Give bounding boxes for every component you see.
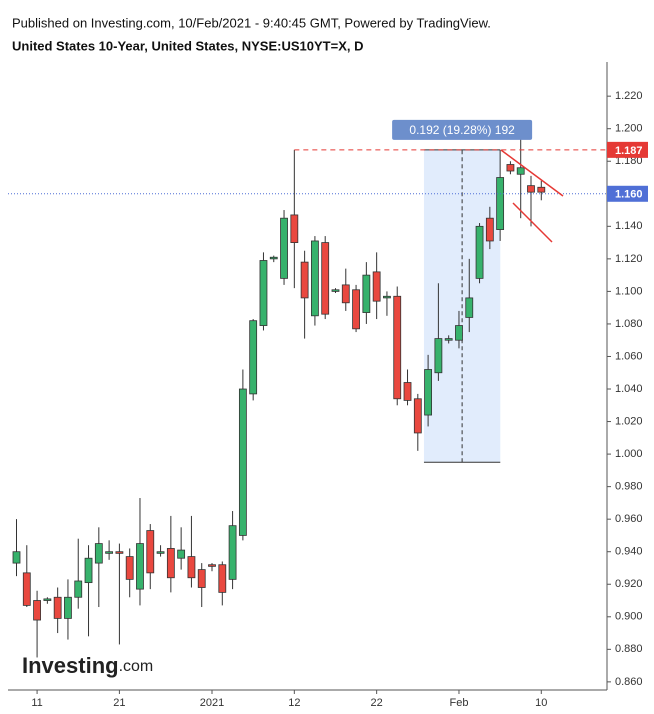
candle-body	[475, 225, 484, 279]
x-tick-label: 10	[535, 697, 547, 709]
candle-body	[64, 596, 72, 619]
logo-suffix: .com	[119, 658, 154, 675]
measure-label-box	[392, 119, 533, 140]
candle-body	[321, 242, 330, 315]
y-tick-label: 1.180	[615, 155, 643, 167]
candle-body	[496, 177, 505, 230]
candle-body	[156, 551, 165, 554]
candle-body	[444, 338, 453, 341]
y-tick-label: 1.100	[615, 285, 643, 297]
y-tick-label: 0.960	[615, 513, 643, 525]
candle-body	[228, 525, 237, 580]
plot: 0.860 0.880 0.900 0.920 0.940 0.960 0.980 1.000…	[8, 90, 648, 709]
x-tick-label: Feb	[449, 697, 468, 709]
price-label: 1.187	[615, 145, 643, 157]
candle-body	[208, 564, 216, 567]
x-tick-label: 21	[113, 697, 125, 709]
candle-body	[311, 240, 319, 317]
chart-title: United States 10-Year, United States, NY…	[12, 38, 363, 53]
candle-body	[136, 543, 144, 590]
measure-label: 0.192 (19.28%) 192	[409, 123, 515, 137]
candle-body	[352, 289, 360, 330]
candle-body	[362, 274, 371, 313]
candle-body	[372, 271, 381, 302]
candle-body	[527, 185, 535, 193]
x-tick-label: 2021	[200, 697, 224, 709]
candle-body	[455, 325, 463, 341]
candle-body	[125, 556, 134, 580]
y-tick-label: 1.020	[615, 415, 643, 427]
candle-body	[218, 564, 227, 593]
candle-body	[105, 551, 114, 554]
y-tick-label: 0.900	[615, 611, 643, 623]
x-tick-label: 11	[31, 697, 42, 709]
candle-body	[465, 297, 474, 318]
candle-body	[300, 261, 309, 299]
candle-body	[537, 186, 546, 193]
candle-body	[331, 289, 340, 292]
candle-body	[238, 388, 247, 536]
x-tick-label: 12	[288, 697, 300, 709]
candle-body	[33, 600, 41, 621]
candle-body	[403, 382, 412, 401]
y-tick-label: 0.980	[615, 481, 643, 493]
y-tick-label: 1.060	[615, 350, 643, 362]
candle-body	[424, 369, 433, 416]
price-label-box	[607, 141, 648, 158]
x-tick-label: 22	[371, 697, 383, 709]
y-tick-label: 0.920	[615, 578, 643, 590]
candle-body	[177, 549, 186, 559]
y-tick-label: 0.940	[615, 546, 643, 558]
candle-body	[115, 551, 124, 554]
logo: Investing.com	[22, 653, 153, 678]
y-tick-label: 1.140	[615, 220, 643, 232]
y-tick-label: 1.220	[615, 90, 643, 102]
candle-body	[341, 284, 350, 304]
y-tick-label: 1.080	[615, 318, 643, 330]
logo-name: Investing	[22, 653, 119, 678]
candle-body	[53, 596, 62, 619]
candle-body	[393, 295, 402, 400]
candle-body	[516, 167, 525, 175]
candle-body	[249, 320, 258, 395]
price-label: 1.160	[615, 189, 643, 201]
y-tick-label: 1.120	[615, 253, 643, 265]
candle-body	[280, 217, 288, 279]
candle-body	[413, 398, 422, 434]
y-tick-label: 1.200	[615, 123, 643, 135]
y-tick-label: 0.880	[615, 643, 643, 655]
candle-body	[94, 543, 103, 564]
candle-body	[383, 295, 391, 299]
y-tick-label: 1.000	[615, 448, 643, 460]
candle-body	[22, 572, 31, 606]
candle-body	[259, 260, 268, 326]
candle-body	[84, 557, 93, 584]
y-tick-label: 0.860	[615, 676, 643, 688]
y-tick-label: 1.040	[615, 383, 643, 395]
candle-body	[290, 214, 299, 243]
candle-body	[485, 217, 494, 242]
published-line: Published on Investing.com, 10/Feb/2021 …	[12, 15, 491, 30]
candle-body	[197, 569, 206, 588]
candle-body	[12, 551, 21, 564]
candle-body	[74, 580, 83, 598]
trend-line	[512, 202, 553, 243]
candle-body	[187, 556, 196, 579]
candle-body	[166, 548, 175, 579]
candle-body	[434, 338, 443, 374]
candle-body	[269, 256, 278, 260]
price-label-box	[607, 185, 648, 202]
trend-line	[500, 149, 564, 197]
candle-body	[506, 164, 515, 172]
candle-body	[43, 598, 52, 601]
candle-body	[146, 530, 155, 574]
